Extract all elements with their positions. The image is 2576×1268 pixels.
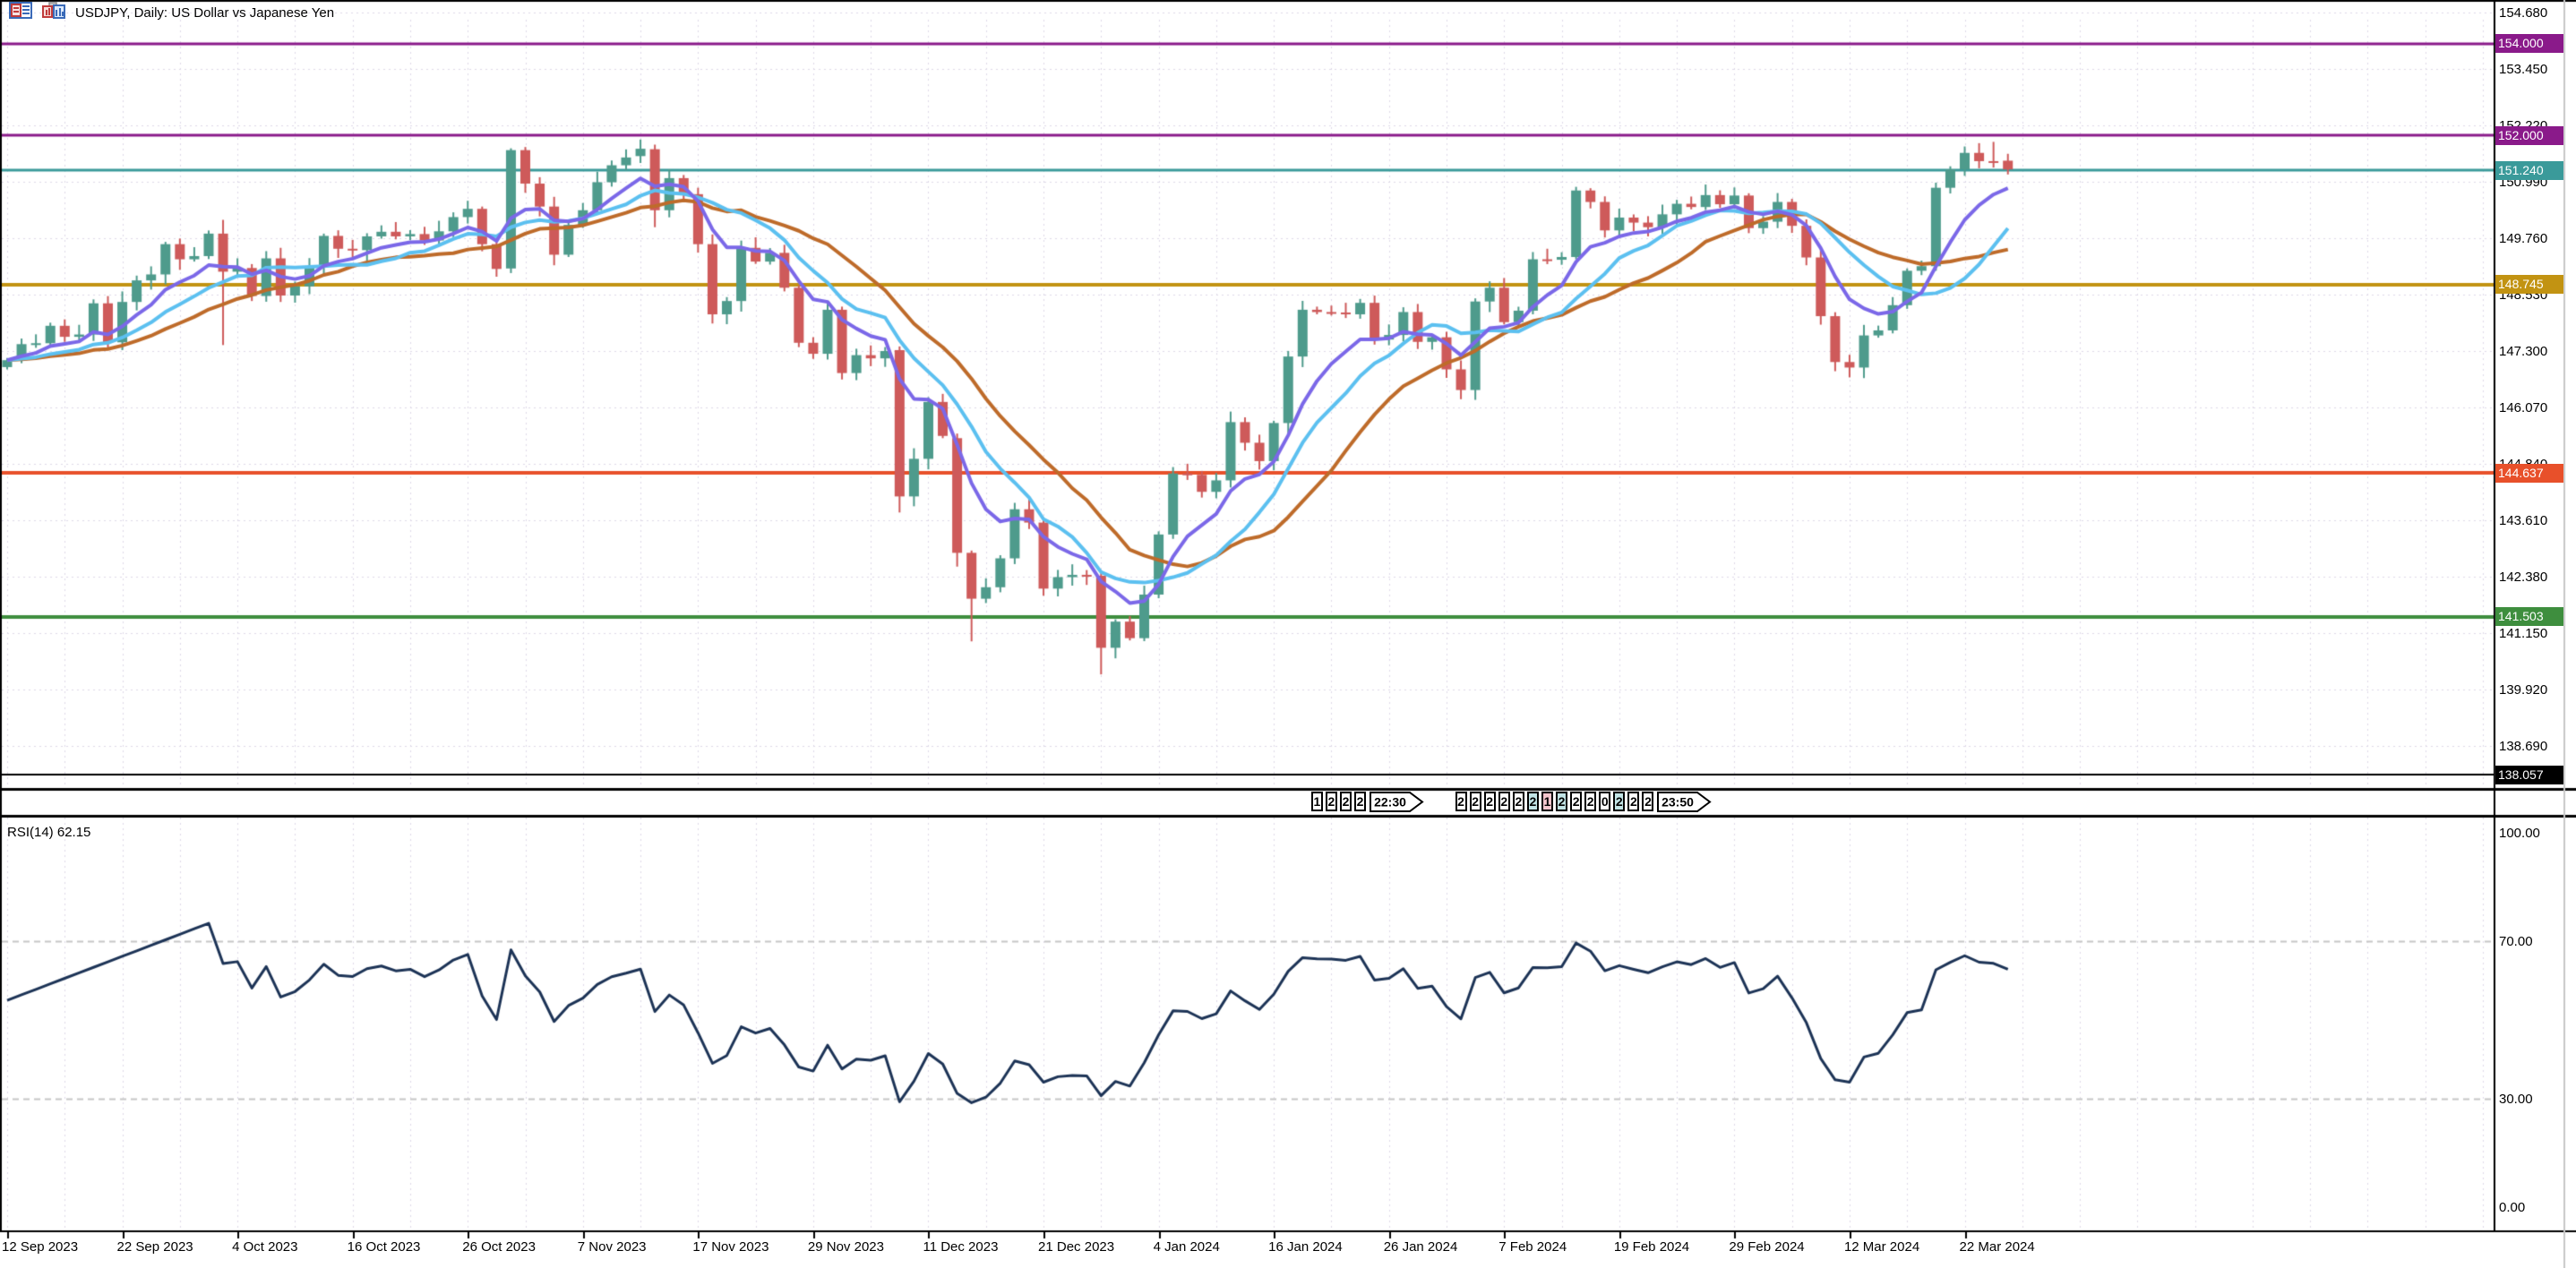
event-marker-cell[interactable]: 2	[1613, 792, 1626, 811]
date-tick-label: 22 Mar 2024	[1959, 1239, 2035, 1255]
event-marker-flag[interactable]: 22:30	[1369, 792, 1425, 817]
price-tick-label: 143.610	[2499, 513, 2548, 528]
rsi-tick-label: 0.00	[2499, 1200, 2526, 1215]
event-marker-cell[interactable]: 2	[1584, 792, 1597, 811]
date-tick-label: 26 Jan 2024	[1383, 1239, 1458, 1255]
event-marker-cell[interactable]: 2	[1627, 792, 1640, 811]
price-badge: 141.503	[2495, 607, 2563, 627]
event-marker-cell[interactable]: 1	[1310, 792, 1323, 811]
price-badge: 151.240	[2495, 160, 2563, 180]
date-tick-label: 29 Nov 2023	[807, 1239, 884, 1255]
price-badge: 148.745	[2495, 275, 2563, 295]
price-badge: 138.057	[2495, 765, 2563, 784]
price-tick-label: 138.690	[2499, 739, 2548, 754]
date-tick-label: 4 Oct 2023	[232, 1239, 298, 1255]
svg-text:22:30: 22:30	[1374, 795, 1406, 810]
price-tick-label: 149.760	[2499, 231, 2548, 246]
svg-text:23:50: 23:50	[1662, 795, 1694, 810]
rsi-tick-label: 70.00	[2499, 934, 2533, 950]
price-tick-label: 154.680	[2499, 5, 2548, 21]
price-badge: 152.000	[2495, 125, 2563, 145]
date-tick-label: 11 Dec 2023	[923, 1239, 999, 1255]
date-tick-label: 7 Nov 2023	[577, 1239, 647, 1255]
event-marker-cell[interactable]: 2	[1526, 792, 1539, 811]
chart-titlebar: USDJPY, Daily: US Dollar vs Japanese Yen	[9, 1, 335, 24]
rsi-tick-label: 100.00	[2499, 826, 2540, 841]
chart-title: USDJPY, Daily: US Dollar vs Japanese Yen	[75, 4, 335, 21]
date-tick-label: 4 Jan 2024	[1153, 1239, 1220, 1255]
event-marker-cell[interactable]: 2	[1469, 792, 1481, 811]
event-marker-cell[interactable]: 2	[1498, 792, 1510, 811]
event-marker-cell[interactable]: 2	[1354, 792, 1367, 811]
date-tick-label: 22 Sep 2023	[116, 1239, 193, 1255]
date-tick-label: 16 Jan 2024	[1268, 1239, 1343, 1255]
journal-icon	[9, 2, 32, 23]
date-tick-label: 12 Sep 2023	[2, 1239, 79, 1255]
date-tick-label: 16 Oct 2023	[347, 1239, 421, 1255]
event-marker-cell[interactable]: 1	[1541, 792, 1553, 811]
event-marker-cell[interactable]: 0	[1599, 792, 1611, 811]
price-tick-label: 147.300	[2499, 344, 2548, 359]
price-badge: 154.000	[2495, 34, 2563, 54]
event-marker-cell[interactable]: 2	[1483, 792, 1496, 811]
price-badge: 144.637	[2495, 463, 2563, 483]
event-marker-cell[interactable]: 2	[1340, 792, 1352, 811]
date-tick-label: 12 Mar 2024	[1843, 1239, 1920, 1255]
event-marker-cell[interactable]: 2	[1642, 792, 1654, 811]
price-tick-label: 146.070	[2499, 400, 2548, 416]
price-tick-label: 153.450	[2499, 62, 2548, 77]
event-marker-cell[interactable]: 2	[1512, 792, 1524, 811]
event-marker-cell[interactable]: 2	[1570, 792, 1583, 811]
price-tick-label: 139.920	[2499, 682, 2548, 698]
date-tick-label: 17 Nov 2023	[692, 1239, 769, 1255]
event-marker-cell[interactable]: 2	[1325, 792, 1337, 811]
price-tick-label: 141.150	[2499, 626, 2548, 641]
date-tick-label: 29 Feb 2024	[1729, 1239, 1805, 1255]
charts-icon	[41, 1, 66, 24]
date-tick-label: 19 Feb 2024	[1613, 1239, 1690, 1255]
price-tick-label: 142.380	[2499, 570, 2548, 585]
event-marker-flag[interactable]: 23:50	[1657, 792, 1713, 817]
rsi-tick-label: 30.00	[2499, 1091, 2533, 1107]
event-marker-cell[interactable]: 2	[1455, 792, 1467, 811]
date-tick-label: 7 Feb 2024	[1498, 1239, 1567, 1255]
event-marker-cell[interactable]: 2	[1556, 792, 1568, 811]
date-tick-label: 21 Dec 2023	[1038, 1239, 1115, 1255]
rsi-indicator-label: RSI(14) 62.15	[7, 825, 91, 840]
date-tick-label: 26 Oct 2023	[462, 1239, 536, 1255]
